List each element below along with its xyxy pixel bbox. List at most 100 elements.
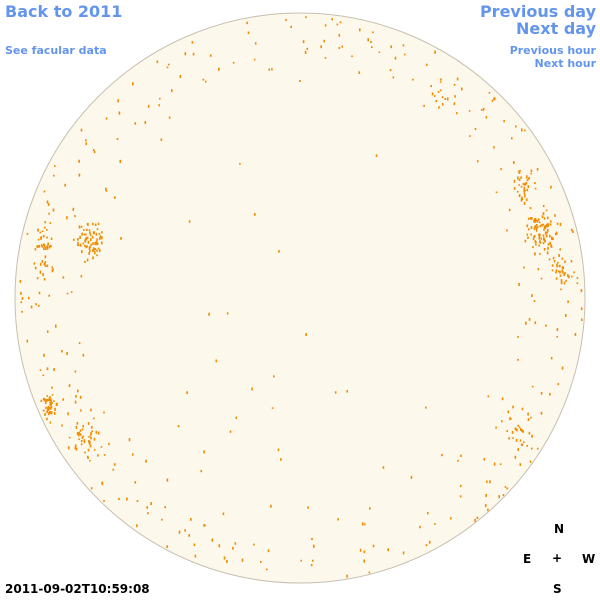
magnetic-feature-point — [78, 159, 80, 163]
magnetic-feature-point — [553, 260, 556, 263]
magnetic-feature-point — [44, 261, 47, 264]
magnetic-feature-point — [524, 189, 526, 192]
magnetic-feature-point — [74, 370, 77, 373]
magnetic-feature-point — [49, 403, 52, 407]
next-day-link[interactable]: Next day — [516, 19, 596, 38]
magnetic-feature-point — [483, 457, 486, 461]
magnetic-feature-point — [86, 223, 89, 226]
magnetic-feature-point — [112, 468, 115, 471]
magnetic-feature-point — [517, 424, 519, 427]
magnetic-feature-point — [36, 245, 39, 248]
magnetic-feature-point — [50, 411, 53, 415]
magnetic-feature-point — [90, 432, 92, 436]
magnetic-feature-point — [531, 217, 533, 220]
magnetic-feature-point — [48, 411, 51, 413]
magnetic-feature-point — [184, 529, 186, 532]
magnetic-feature-point — [506, 487, 508, 490]
magnetic-feature-point — [239, 162, 241, 165]
magnetic-feature-point — [108, 442, 110, 446]
magnetic-feature-point — [89, 444, 92, 448]
magnetic-feature-point — [511, 137, 513, 140]
magnetic-feature-point — [518, 184, 520, 186]
magnetic-feature-point — [268, 68, 270, 71]
magnetic-feature-point — [271, 68, 273, 71]
magnetic-feature-point — [489, 480, 491, 484]
magnetic-feature-point — [556, 222, 559, 225]
magnetic-feature-point — [45, 398, 48, 402]
previous-hour-link[interactable]: Previous hour — [509, 44, 596, 57]
facular-data-link[interactable]: See facular data — [5, 44, 107, 57]
magnetic-feature-point — [46, 200, 49, 204]
magnetic-feature-point — [38, 291, 41, 295]
magnetic-feature-point — [89, 234, 92, 237]
magnetic-feature-point — [215, 359, 218, 363]
magnetic-feature-point — [526, 175, 528, 179]
magnetic-feature-point — [563, 281, 566, 285]
magnetic-feature-point — [517, 170, 520, 173]
magnetic-feature-point — [544, 231, 547, 235]
magnetic-feature-point — [77, 241, 79, 245]
magnetic-feature-point — [251, 387, 253, 391]
magnetic-feature-point — [132, 82, 134, 86]
magnetic-feature-point — [84, 451, 86, 454]
magnetic-feature-point — [46, 228, 48, 231]
magnetic-feature-point — [89, 459, 91, 462]
magnetic-feature-point — [46, 395, 48, 397]
magnetic-feature-point — [92, 256, 94, 260]
magnetic-feature-point — [26, 233, 29, 235]
magnetic-feature-point — [64, 183, 66, 187]
magnetic-feature-point — [87, 240, 90, 244]
previous-day-link[interactable]: Previous day — [479, 2, 596, 21]
magnetic-feature-point — [306, 47, 309, 51]
magnetic-feature-point — [147, 512, 149, 515]
magnetic-feature-point — [456, 112, 458, 115]
magnetic-feature-point — [267, 549, 270, 553]
magnetic-feature-point — [136, 524, 138, 528]
magnetic-feature-point — [556, 335, 558, 338]
magnetic-feature-point — [323, 39, 325, 43]
magnetic-feature-point — [280, 458, 282, 461]
magnetic-feature-point — [46, 417, 48, 421]
magnetic-feature-point — [89, 231, 91, 235]
magnetic-feature-point — [98, 248, 101, 253]
magnetic-feature-point — [50, 237, 53, 240]
magnetic-feature-point — [536, 226, 539, 229]
magnetic-feature-point — [440, 78, 442, 81]
magnetic-feature-point — [290, 25, 292, 28]
magnetic-feature-point — [51, 394, 54, 396]
magnetic-feature-point — [530, 169, 533, 173]
magnetic-feature-point — [47, 242, 49, 246]
magnetic-feature-point — [93, 448, 96, 451]
next-hour-link[interactable]: Next hour — [534, 57, 597, 70]
magnetic-feature-point — [229, 430, 232, 433]
back-to-year-link[interactable]: Back to 2011 — [5, 2, 123, 21]
magnetic-feature-point — [80, 443, 83, 446]
magnetic-feature-point — [539, 224, 542, 228]
magnetic-feature-point — [576, 282, 579, 285]
magnetic-feature-point — [389, 69, 392, 72]
magnetic-feature-point — [441, 453, 443, 457]
magnetic-feature-point — [186, 391, 188, 395]
magnetic-feature-point — [446, 97, 449, 101]
magnetic-feature-point — [41, 260, 44, 263]
magnetic-feature-point — [552, 237, 554, 240]
magnetic-feature-point — [534, 321, 537, 325]
magnetic-feature-point — [312, 559, 314, 562]
magnetic-feature-point — [78, 431, 80, 435]
magnetic-feature-point — [486, 480, 488, 483]
magnetic-feature-point — [494, 97, 496, 101]
magnetic-feature-point — [459, 484, 462, 488]
magnetic-feature-point — [39, 231, 42, 234]
magnetic-feature-point — [431, 92, 434, 96]
magnetic-feature-point — [537, 218, 540, 221]
magnetic-feature-point — [444, 97, 447, 100]
magnetic-feature-point — [474, 518, 476, 522]
magnetic-feature-point — [21, 297, 24, 300]
magnetic-feature-point — [550, 245, 553, 248]
magnetic-feature-point — [299, 80, 301, 82]
magnetic-feature-point — [320, 45, 322, 49]
magnetic-feature-point — [545, 209, 548, 212]
magnetic-feature-point — [103, 454, 106, 456]
magnetic-feature-point — [513, 179, 516, 183]
magnetic-feature-point — [96, 228, 99, 231]
